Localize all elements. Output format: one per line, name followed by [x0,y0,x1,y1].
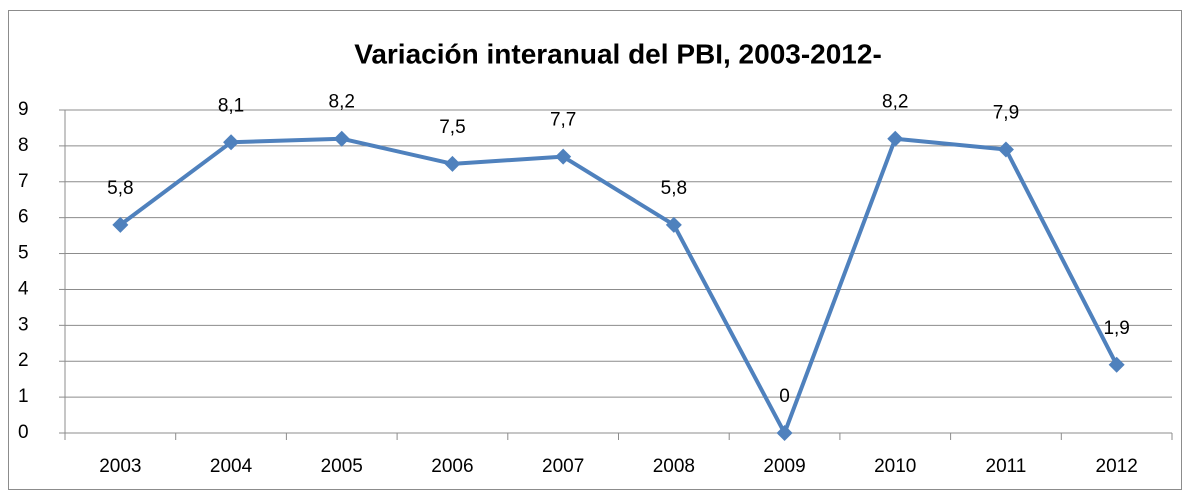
x-tick-label: 2007 [542,456,584,477]
data-label: 5,8 [661,178,687,199]
data-label: 0 [779,386,790,407]
data-label: 7,9 [993,102,1019,123]
data-label: 7,5 [439,117,465,138]
chart-border [8,10,1182,490]
data-label: 8,2 [329,92,355,113]
data-label: 5,8 [107,178,133,199]
data-marker [776,425,793,441]
y-tick-label: 4 [18,278,29,299]
x-tick-label: 2010 [874,456,916,477]
x-tick-label: 2008 [653,456,695,477]
data-marker [333,130,350,147]
x-tick-label: 2009 [763,456,805,477]
data-marker [997,141,1014,158]
y-tick-label: 5 [18,243,29,264]
data-marker [223,134,240,151]
x-tick-label: 2004 [210,456,253,477]
x-tick-label: 2003 [99,456,141,477]
x-tick-label: 2011 [986,456,1027,477]
data-label: 8,2 [882,92,908,113]
data-marker [112,216,129,233]
x-tick-label: 2005 [321,456,363,477]
y-tick-label: 8 [18,135,29,156]
data-marker [1108,356,1125,373]
data-line [119,136,1119,435]
y-tick-label: 7 [18,171,29,192]
data-marker [665,216,682,233]
y-tick-label: 2 [18,350,29,371]
y-tick-label: 0 [18,422,29,443]
data-label: 7,7 [550,110,576,131]
y-tick-label: 6 [18,207,29,228]
y-tick-label: 9 [18,99,29,120]
x-tick-label: 2012 [1096,456,1138,477]
y-tick-label: 1 [18,386,29,407]
data-marker [444,155,461,172]
y-tick-label: 3 [18,314,29,335]
chart-title: Variación interanual del PBI, 2003-2012- [354,38,882,69]
x-tick-label: 2006 [431,456,473,477]
data-marker [887,130,904,147]
data-label: 8,1 [218,95,244,116]
data-marker [555,148,572,165]
data-label: 1,9 [1103,318,1129,339]
